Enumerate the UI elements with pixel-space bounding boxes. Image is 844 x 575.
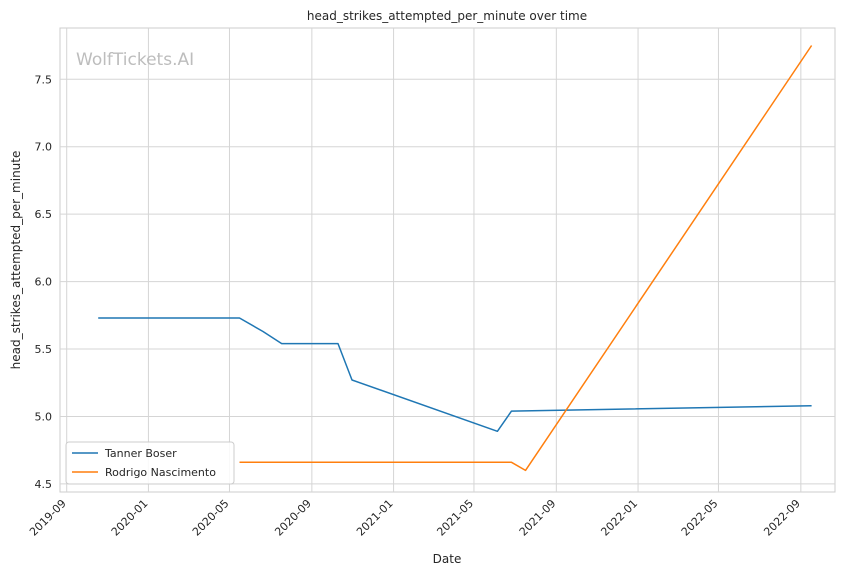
- x-tick-label: 2021-05: [434, 497, 476, 539]
- y-tick-label: 5.0: [35, 410, 53, 423]
- plot-area: [59, 27, 836, 493]
- legend: Tanner Boser Rodrigo Nascimento: [65, 441, 235, 485]
- y-tick-label: 7.0: [35, 141, 53, 154]
- legend-label-rodrigo-nascimento: Rodrigo Nascimento: [105, 466, 216, 479]
- x-tick-label: 2021-01: [354, 497, 396, 539]
- watermark: WolfTickets.AI: [76, 50, 194, 70]
- x-tick-label: 2022-09: [761, 497, 803, 539]
- x-tick-label: 2020-05: [190, 497, 232, 539]
- chart-title: head_strikes_attempted_per_minute over t…: [307, 9, 587, 23]
- series-line-tanner-boser: [98, 317, 812, 433]
- y-tick-label: 6.5: [35, 208, 53, 221]
- x-tick-label: 2020-09: [272, 497, 314, 539]
- x-tick-label: 2020-01: [109, 497, 151, 539]
- y-axis-title: head_strikes_attempted_per_minute: [9, 151, 23, 370]
- y-tick-label: 7.5: [35, 73, 53, 86]
- series: [98, 45, 813, 472]
- y-tick-label: 5.5: [35, 343, 53, 356]
- legend-box: [65, 441, 235, 485]
- x-tick-label: 2022-05: [679, 497, 721, 539]
- x-tick-label: 2022-01: [598, 497, 640, 539]
- y-tick-label: 4.5: [35, 478, 53, 491]
- series-line-rodrigo-nascimento: [239, 45, 813, 472]
- y-tick-label: 6.0: [35, 276, 53, 289]
- legend-label-tanner-boser: Tanner Boser: [104, 447, 177, 460]
- x-tick-label: 2021-09: [517, 497, 559, 539]
- x-tick-label: 2019-09: [27, 497, 69, 539]
- x-axis-title: Date: [433, 552, 462, 566]
